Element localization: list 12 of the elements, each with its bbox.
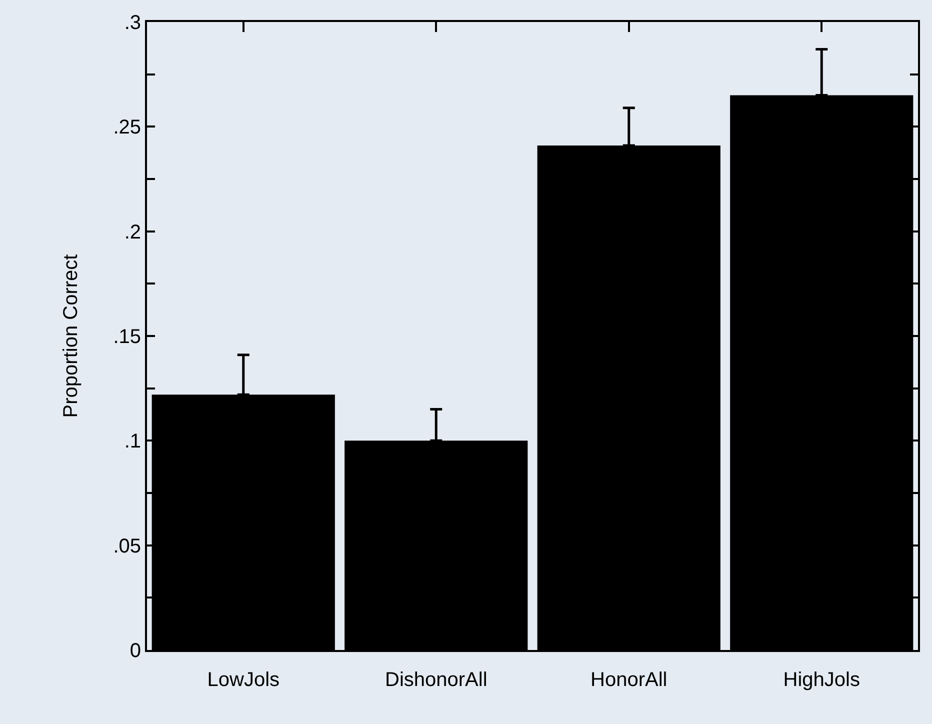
y-tick-label: 0 [130, 640, 141, 662]
y-tick-label: .15 [113, 326, 141, 348]
y-axis-title: Proportion Correct [60, 254, 82, 418]
x-tick-label: HonorAll [590, 669, 668, 691]
y-tick-label: .05 [113, 535, 141, 558]
x-tick-label: HighJols [783, 669, 860, 691]
y-tick-label: .1 [124, 430, 141, 453]
x-tick-label: LowJols [207, 669, 280, 691]
y-tick-label: .3 [124, 12, 141, 34]
y-tick-label: .2 [124, 221, 141, 244]
y-tick-label: .25 [113, 116, 141, 139]
x-tick-label: DishonorAll [384, 669, 488, 691]
